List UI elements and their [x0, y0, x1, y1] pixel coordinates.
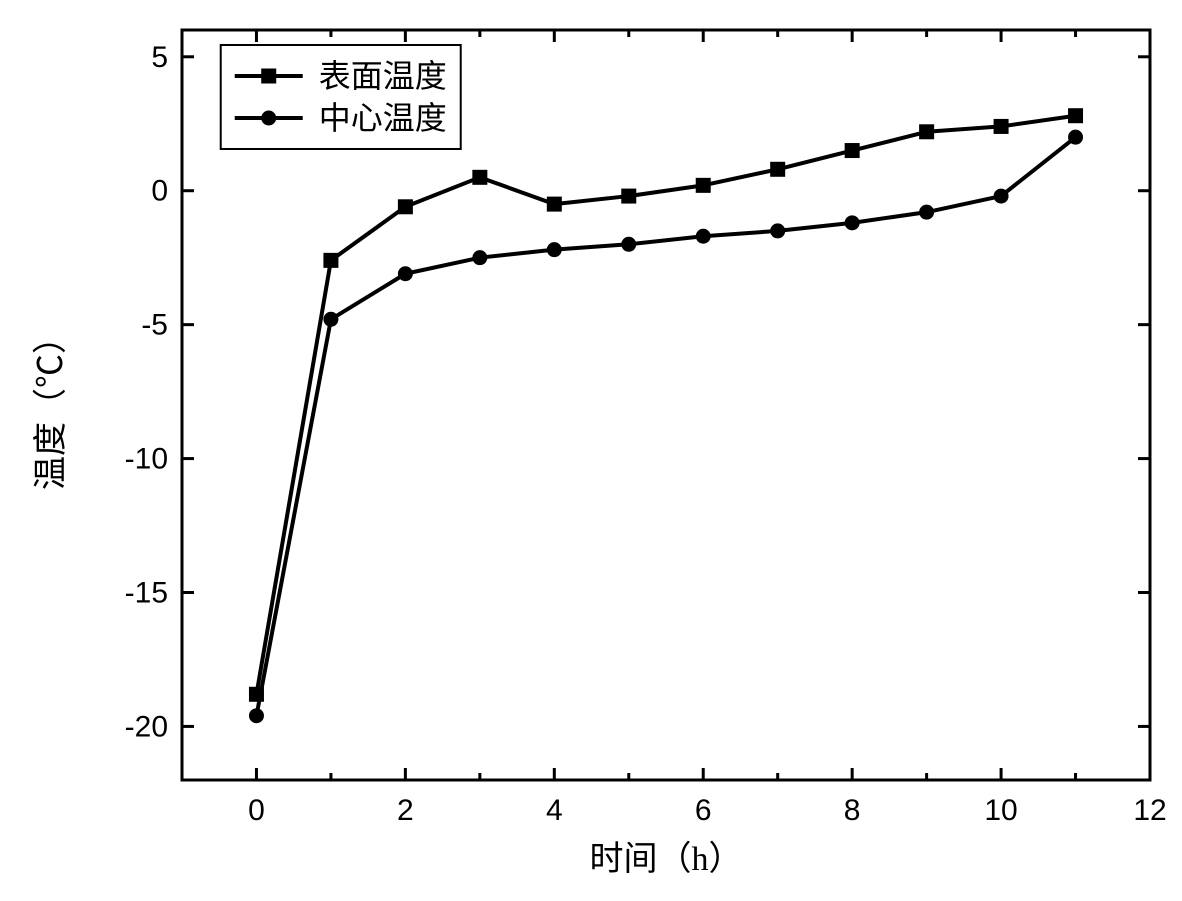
svg-text:-10: -10: [125, 443, 168, 476]
svg-text:-20: -20: [125, 710, 168, 743]
svg-text:5: 5: [151, 41, 168, 74]
svg-text:0: 0: [248, 794, 265, 827]
svg-text:0: 0: [151, 175, 168, 208]
legend: 表面温度中心温度: [221, 45, 461, 149]
svg-text:12: 12: [1133, 794, 1166, 827]
svg-text:6: 6: [695, 794, 712, 827]
svg-text:2: 2: [397, 794, 414, 827]
chart-container: 0 2 4 6 8 10 12 -20 -15 -10 -5 0 5 时间（h） 温度（℃） 表面温度中心温度: [0, 0, 1182, 901]
line-chart: 0 2 4 6 8 10 12 -20 -15 -10 -5 0 5 时间（h） 温度（℃） 表面温度中心温度: [0, 0, 1182, 901]
svg-text:4: 4: [546, 794, 563, 827]
x-axis-label: 时间（h）: [590, 840, 743, 878]
svg-text:-15: -15: [125, 577, 168, 610]
legend-label-0: 表面温度: [319, 58, 447, 94]
svg-text:10: 10: [984, 794, 1017, 827]
svg-text:8: 8: [844, 794, 861, 827]
svg-text:-5: -5: [141, 309, 168, 342]
y-axis-label: 温度（℃）: [32, 320, 70, 490]
legend-label-1: 中心温度: [319, 100, 447, 136]
